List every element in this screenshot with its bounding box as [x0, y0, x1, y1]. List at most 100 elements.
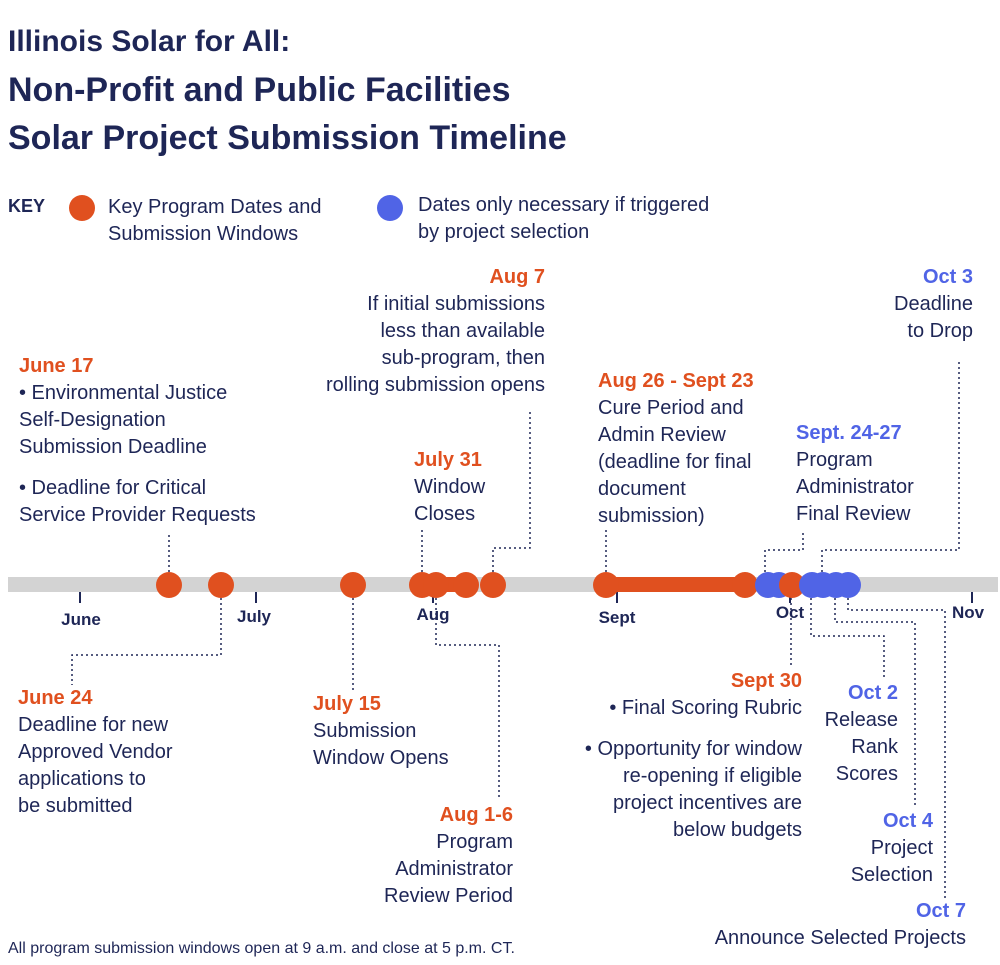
dot-aug7 [480, 572, 506, 598]
event-oct3: Oct 3 Deadline to Drop [894, 264, 973, 345]
month-label-june: June [61, 610, 101, 629]
text: If initial submissions [367, 293, 545, 315]
event-date: Aug 26 - Sept 23 [598, 370, 754, 392]
event-date: Sept. 24-27 [796, 422, 902, 444]
text: Cure Period and [598, 397, 744, 419]
blue-dot-icon [377, 195, 403, 221]
event-date: July 31 [414, 449, 482, 471]
event-date: Sept 30 [730, 670, 802, 692]
text: Key Program Dates and [108, 196, 322, 218]
text: Final Review [796, 503, 911, 525]
connector-sept24 [764, 530, 804, 572]
text: sub-program, then [381, 347, 545, 369]
text: be submitted [18, 795, 133, 817]
page-title: Illinois Solar for All: Non-Profit and P… [8, 18, 567, 162]
event-july31: July 31 Window Closes [414, 447, 485, 528]
text: Window Opens [313, 747, 449, 769]
text: Closes [414, 503, 476, 525]
dot-june17 [156, 572, 182, 598]
event-date: Aug 7 [489, 266, 545, 288]
month-label-aug: Aug [416, 605, 450, 624]
text: rolling submission opens [325, 374, 545, 396]
text: re-opening if eligible [622, 765, 802, 787]
text: submission) [598, 505, 705, 527]
text: less than available [380, 320, 545, 342]
dot-sept30 [779, 572, 805, 598]
orange-dot-icon [69, 195, 95, 221]
month-label-july: July [236, 607, 272, 626]
month-label-sept: Sept [598, 608, 636, 627]
title-line: Solar Project Submission Timeline [8, 119, 567, 157]
text: Program [436, 831, 513, 853]
cure-period-range [606, 577, 745, 592]
event-aug7: Aug 7 If initial submissions less than a… [326, 264, 545, 399]
event-june24: June 24 Deadline for new Approved Vendor… [18, 685, 173, 820]
text: Deadline [894, 293, 973, 315]
text: Submission [313, 720, 417, 742]
event-date: Oct 4 [882, 810, 933, 832]
text: • Final Scoring Rubric [609, 697, 802, 719]
title-line: Non-Profit and Public Facilities [8, 71, 511, 109]
event-june17: June 17 • Environmental Justice Self-Des… [19, 353, 256, 529]
event-date: June 24 [18, 687, 93, 709]
text: (deadline for final [598, 451, 752, 473]
text: Announce Selected Projects [714, 927, 966, 949]
dot-june24 [208, 572, 234, 598]
event-sept24-27: Sept. 24-27 Program Administrator Final … [796, 420, 914, 528]
month-label-oct: Oct [775, 603, 805, 622]
event-sept30: Sept 30 • Final Scoring Rubric • Opportu… [585, 668, 802, 844]
text: Rank [851, 736, 898, 758]
text: • Deadline for Critical [19, 477, 207, 499]
text: Submission Windows [108, 223, 299, 245]
text: to Drop [907, 320, 973, 342]
connector-oct3 [821, 362, 960, 572]
dot-sept23 [732, 572, 758, 598]
text: Admin Review [598, 424, 726, 446]
text: Release [824, 709, 898, 731]
text: project incentives are [613, 792, 802, 814]
text: • Environmental Justice [19, 382, 228, 404]
event-date: July 15 [313, 693, 381, 715]
event-oct7: Oct 7 Announce Selected Projects [715, 898, 966, 952]
event-aug1-6: Aug 1-6 Program Administrator Review Per… [384, 802, 513, 910]
connector-aug7 [492, 412, 531, 572]
event-aug26: Aug 26 - Sept 23 Cure Period and Admin R… [598, 368, 754, 530]
event-oct4: Oct 4 Project Selection [851, 808, 933, 889]
title-line: Illinois Solar for All: [8, 25, 291, 58]
text: Deadline for new [18, 714, 169, 736]
text: below budgets [673, 819, 802, 841]
connector-oct4 [834, 598, 916, 808]
event-july15: July 15 Submission Window Opens [313, 691, 449, 772]
text: Submission Deadline [19, 436, 207, 458]
text: Program [796, 449, 873, 471]
text: document [598, 478, 686, 500]
text: Project [870, 837, 933, 859]
text: Dates only necessary if triggered [418, 194, 710, 216]
footnote: All program submission windows open at 9… [8, 940, 515, 957]
text: Administrator [796, 476, 914, 498]
text: Selection [850, 864, 933, 886]
text: by project selection [418, 221, 590, 243]
event-date: Oct 2 [847, 682, 898, 704]
key-blue-label: Dates only necessary if triggered by pro… [418, 192, 709, 246]
dot-aug1 [423, 572, 449, 598]
event-date: Oct 3 [922, 266, 973, 288]
text: Approved Vendor [18, 741, 173, 763]
event-oct2: Oct 2 Release Rank Scores [825, 680, 898, 788]
text: Self-Designation [19, 409, 166, 431]
dot-oct7 [835, 572, 861, 598]
text: Window [414, 476, 486, 498]
connector-june24 [71, 598, 222, 685]
key-orange-label: Key Program Dates and Submission Windows [108, 194, 321, 248]
dot-aug26 [593, 572, 619, 598]
event-date: Oct 7 [915, 900, 966, 922]
dot-july15 [340, 572, 366, 598]
text: Review Period [384, 885, 513, 907]
dot-aug6 [453, 572, 479, 598]
text: Service Provider Requests [19, 504, 256, 526]
text: Administrator [395, 858, 513, 880]
text: • Opportunity for window [584, 738, 802, 760]
text: Scores [835, 763, 898, 785]
